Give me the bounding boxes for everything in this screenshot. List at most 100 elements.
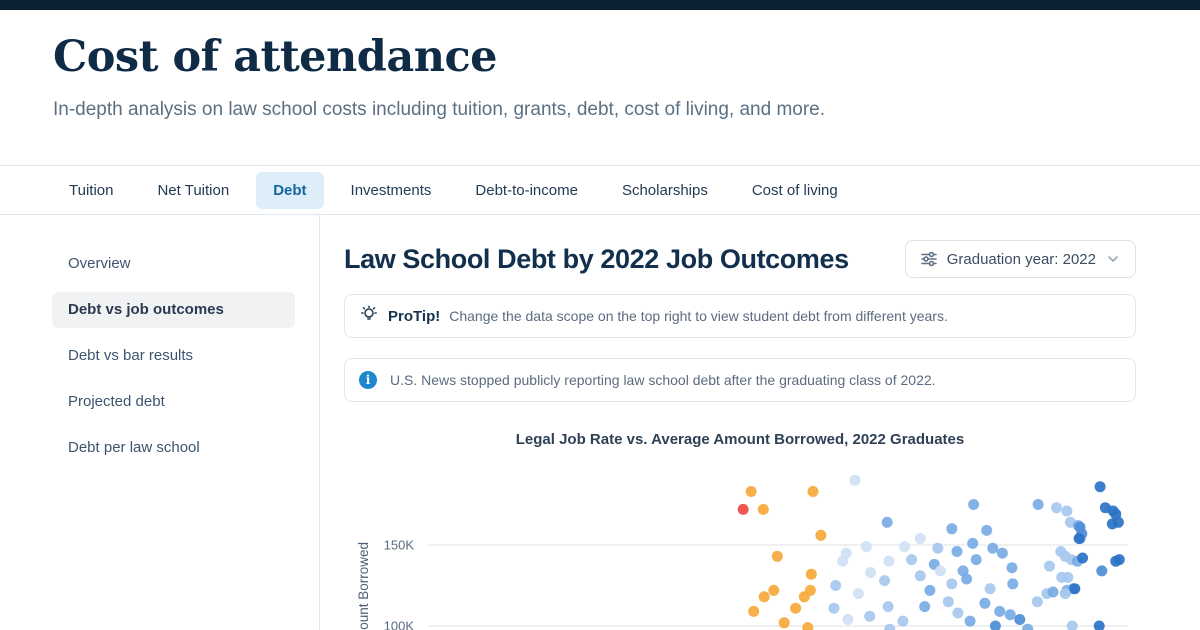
scatter-point[interactable] [883,555,895,567]
scatter-point[interactable] [924,584,936,596]
sliders-horizontal-icon [920,250,938,268]
scatter-point[interactable] [881,516,893,528]
scatter-point[interactable] [989,620,1001,630]
scatter-point[interactable] [994,605,1006,617]
scatter-point[interactable] [961,573,973,585]
scatter-point[interactable] [942,596,954,608]
scatter-point[interactable] [952,607,964,619]
scatter-point[interactable] [1006,562,1018,574]
scatter-point[interactable] [979,597,991,609]
nav-tab-net-tuition[interactable]: Net Tuition [157,181,230,199]
scatter-point[interactable] [1077,552,1089,564]
scatter-point[interactable] [899,541,911,553]
scatter-point[interactable] [884,623,896,630]
page-subtitle: In-depth analysis on law school costs in… [53,99,826,120]
scatter-point[interactable] [964,615,976,627]
section-nav: Overview Debt vs job outcomes Debt vs ba… [0,215,320,630]
scatter-point[interactable] [771,550,783,562]
scatter-point[interactable] [864,610,876,622]
scatter-point[interactable] [815,529,827,541]
scatter-point[interactable] [757,503,769,515]
scatter-point[interactable] [932,542,944,554]
scatter-point[interactable] [914,570,926,582]
scatter-chart[interactable]: 150K 100K Amount Borrowed [344,452,1136,630]
scatter-point[interactable] [981,524,993,536]
scatter-point[interactable] [1073,533,1085,544]
scatter-point[interactable] [987,542,999,554]
sidebar-item-debt-vs-bar-results[interactable]: Debt vs bar results [68,347,194,364]
scatter-point[interactable] [946,523,958,535]
graduation-year-filter-button[interactable]: Graduation year: 2022 [904,240,1136,278]
protip-label: ProTip! [388,307,441,325]
scatter-point[interactable] [1061,505,1073,517]
y-axis-label: Amount Borrowed [356,542,371,630]
scatter-point[interactable] [828,602,840,614]
scatter-point[interactable] [1066,620,1078,630]
scatter-point[interactable] [1062,571,1074,583]
scatter-point[interactable] [970,554,982,566]
nav-tab-cost-of-living[interactable]: Cost of living [751,181,838,199]
scatter-point[interactable] [1093,620,1105,630]
scatter-point[interactable] [778,617,790,629]
nav-tab-investments[interactable]: Investments [350,181,432,199]
scatter-point[interactable] [996,547,1008,559]
scatter-point[interactable] [830,580,842,591]
scatter-point[interactable] [737,503,749,515]
scatter-point[interactable] [849,474,861,486]
scatter-point[interactable] [865,567,877,578]
scatter-point[interactable] [1047,586,1059,598]
scatter-point[interactable] [1004,609,1016,621]
scatter-point[interactable] [802,622,814,630]
scatter-point[interactable] [860,541,872,553]
scatter-point[interactable] [768,584,780,596]
scatter-point[interactable] [967,537,979,549]
nav-tab-debt-to-income[interactable]: Debt-to-income [475,181,578,199]
nav-tab-scholarships[interactable]: Scholarships [621,181,708,199]
scatter-point[interactable] [919,601,931,613]
sidebar-item-debt-vs-job-outcomes[interactable]: Debt vs job outcomes [52,292,295,328]
scatter-point[interactable] [882,601,894,613]
scatter-point[interactable] [1110,508,1122,520]
nav-tab-debt[interactable]: Debt [256,171,324,209]
scatter-point[interactable] [1022,623,1034,630]
scatter-point[interactable] [1094,481,1106,493]
scatter-point[interactable] [842,614,854,625]
scatter-point[interactable] [879,575,891,587]
scatter-point[interactable] [1096,565,1108,577]
scatter-point[interactable] [837,555,849,567]
main-content: Law School Debt by 2022 Job Outcomes Gra… [320,215,1200,630]
scatter-point[interactable] [906,554,918,566]
scatter-point[interactable] [1031,596,1043,608]
sidebar-item-debt-per-law-school[interactable]: Debt per law school [68,439,200,456]
scatter-point[interactable] [748,605,760,617]
scatter-point[interactable] [807,486,819,497]
scatter-point[interactable] [1051,502,1062,514]
y-tick-label: 100K [384,619,415,630]
scatter-point[interactable] [745,486,757,497]
scatter-point[interactable] [1044,560,1055,572]
scatter-point[interactable] [1014,614,1026,625]
scatter-point[interactable] [914,533,926,544]
scatter-point[interactable] [852,588,864,600]
chart-title: Legal Job Rate vs. Average Amount Borrow… [515,431,965,448]
scatter-point[interactable] [1007,578,1019,590]
scatter-point[interactable] [968,499,980,510]
page-title: Cost of attendance [53,32,498,82]
sidebar-item-projected-debt[interactable]: Projected debt [68,393,165,410]
scatter-point[interactable] [798,591,810,603]
scatter-point[interactable] [934,565,946,577]
scatter-point[interactable] [1032,499,1044,510]
sidebar-item-overview[interactable]: Overview [68,255,131,272]
scatter-point[interactable] [790,602,802,614]
scatter-point[interactable] [805,568,817,580]
protip-text: Change the data scope on the top right t… [449,308,948,324]
scatter-point[interactable] [758,591,770,603]
scatter-point[interactable] [951,546,963,557]
scatter-point[interactable] [897,615,909,627]
scatter-point[interactable] [984,583,996,595]
scatter-point[interactable] [1059,588,1071,600]
scatter-point[interactable] [1069,583,1081,595]
scatter-point[interactable] [946,578,958,590]
scatter-point[interactable] [1110,555,1122,567]
nav-tab-tuition[interactable]: Tuition [69,181,114,199]
